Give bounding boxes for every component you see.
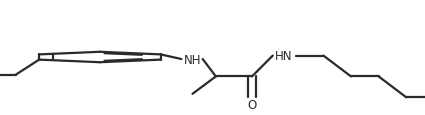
- Text: O: O: [247, 98, 257, 111]
- Text: NH: NH: [184, 53, 201, 66]
- Text: HN: HN: [275, 50, 292, 63]
